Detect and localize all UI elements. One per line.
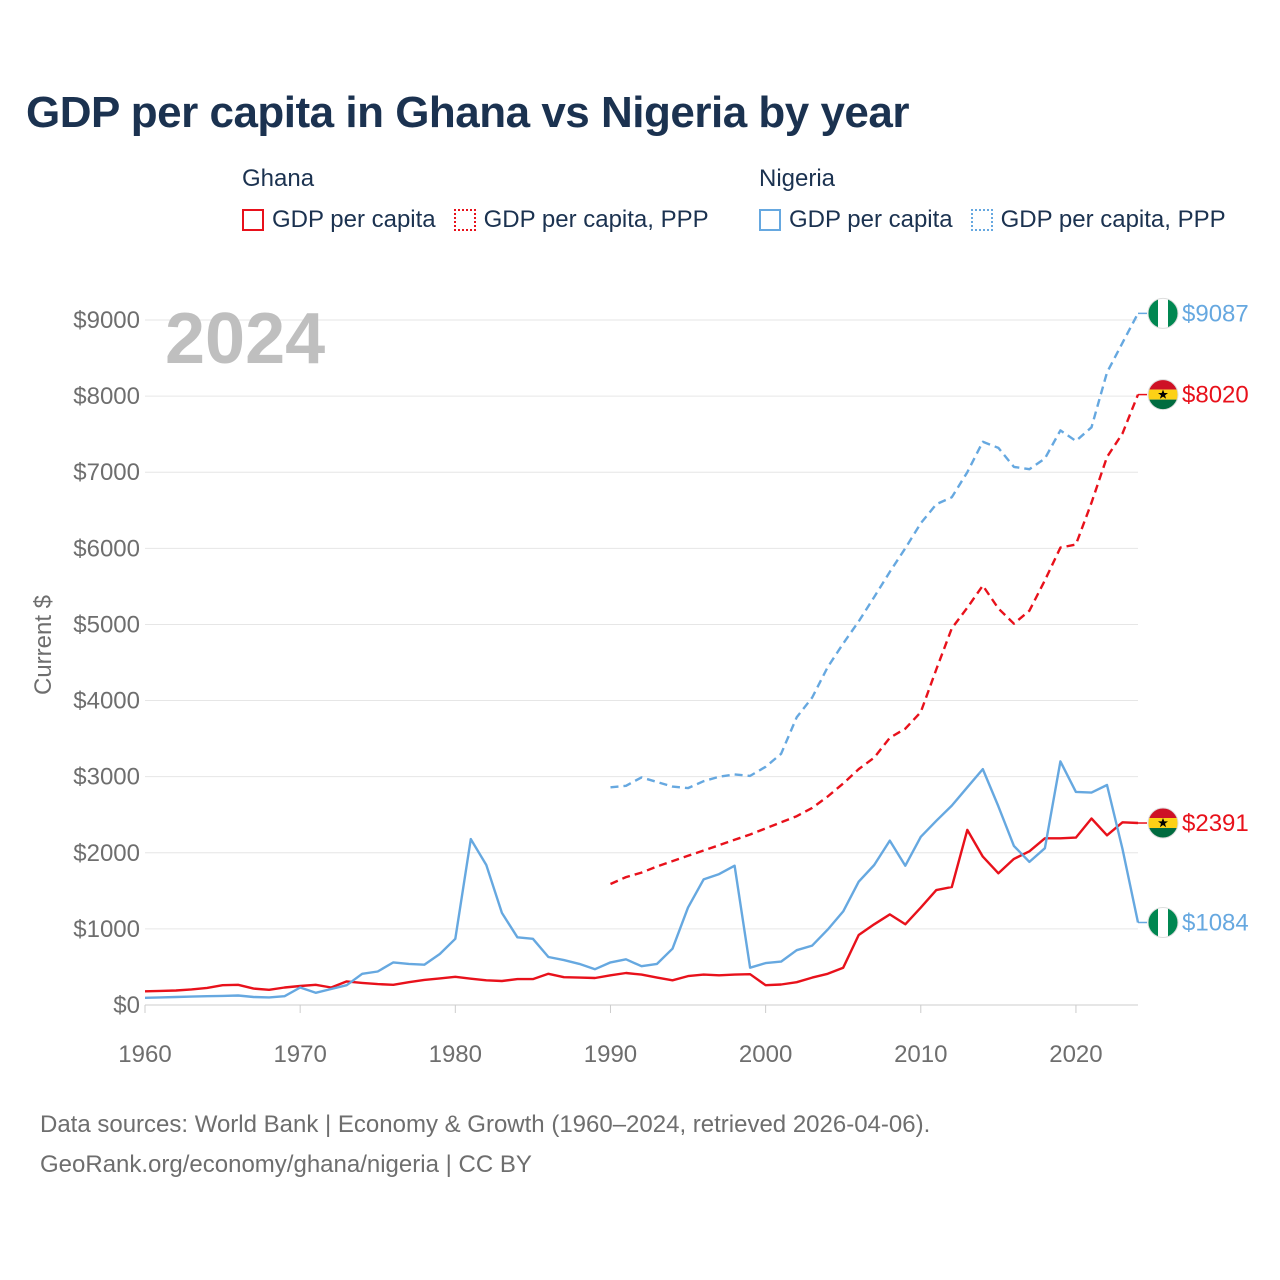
x-tick-label: 1980 [429,1041,482,1068]
legend-group-nigeria: Nigeria GDP per capita GDP per capita, P… [759,164,1244,234]
y-axis-label: Current $ [30,595,57,695]
x-tick-label: 1990 [584,1041,637,1068]
x-tick-label: 2000 [739,1041,792,1068]
footer: Data sources: World Bank | Economy & Gro… [40,1105,930,1185]
y-tick-label: $8000 [73,383,140,410]
line-chart: $0 $1000 $2000 $3000 $4000 $5000 $6000 $7000 $80… [30,297,1249,1068]
series [144,312,1140,999]
legend-item-ghana-gdp[interactable]: GDP per capita [242,206,436,234]
x-tick-label: 1960 [118,1041,171,1068]
legend-swatch-dotted [970,209,993,231]
y-tick-label: $9000 [73,307,140,334]
series-line [610,312,1140,790]
y-tick-label: $6000 [73,535,140,562]
nigeria-flag-icon [1147,297,1179,329]
x-tick-label: 2010 [894,1041,947,1068]
legend-group-ghana: Ghana GDP per capita GDP per capita, PPP [242,164,727,234]
legend-group-name: Nigeria [759,165,836,192]
series-line [144,817,1139,993]
y-tick-label: $7000 [73,459,140,486]
legend-item-nigeria-gdp[interactable]: GDP per capita [759,206,953,234]
legend-label: GDP per capita [272,206,436,233]
legend-swatch-solid [242,209,264,231]
chart-title: GDP per capita in Ghana vs Nigeria by ye… [26,88,910,137]
legend-label: GDP per capita [789,206,953,233]
legend-item-ghana-gdp-ppp[interactable]: GDP per capita, PPP [453,206,709,234]
x-tick-label: 1970 [273,1041,326,1068]
series-line [610,394,1140,886]
nigeria-flag-icon [1147,906,1179,938]
series-end-value-label: $9087 [1182,300,1249,327]
legend-group-name: Ghana [242,165,315,192]
y-tick-label: $0 [113,992,140,1019]
y-tick-label: $2000 [73,840,140,867]
legend-swatch-solid [759,209,781,231]
legend-swatch-dotted [453,209,476,231]
legend-label: GDP per capita, PPP [483,206,709,233]
legend-label: GDP per capita, PPP [1000,206,1226,233]
x-axis: 1960 1970 1980 1990 2000 2010 2020 [118,1005,1103,1068]
ghana-flag-icon [1147,379,1179,411]
ghana-flag-icon [1147,807,1179,839]
y-tick-label: $3000 [73,764,140,791]
legend-item-nigeria-gdp-ppp[interactable]: GDP per capita, PPP [970,206,1226,234]
y-tick-label: $5000 [73,611,140,638]
series-end-value-label: $2391 [1182,810,1249,837]
series-line [144,760,1140,999]
x-tick-label: 2020 [1049,1041,1102,1068]
y-tick-label: $4000 [73,688,140,715]
series-end-value-label: $1084 [1182,909,1249,936]
year-watermark: 2024 [165,299,325,379]
y-axis: $0 $1000 $2000 $3000 $4000 $5000 $6000 $7000 $80… [73,307,140,1019]
series-end-value-label: $8020 [1182,382,1249,409]
gridlines [145,319,1138,1006]
end-labels: $9087 $8020 $2391 $1084 [1138,297,1249,938]
footer-sources: Data sources: World Bank | Economy & Gro… [40,1111,931,1138]
footer-attribution: GeoRank.org/economy/ghana/nigeria | CC B… [40,1151,532,1178]
y-tick-label: $1000 [73,916,140,943]
